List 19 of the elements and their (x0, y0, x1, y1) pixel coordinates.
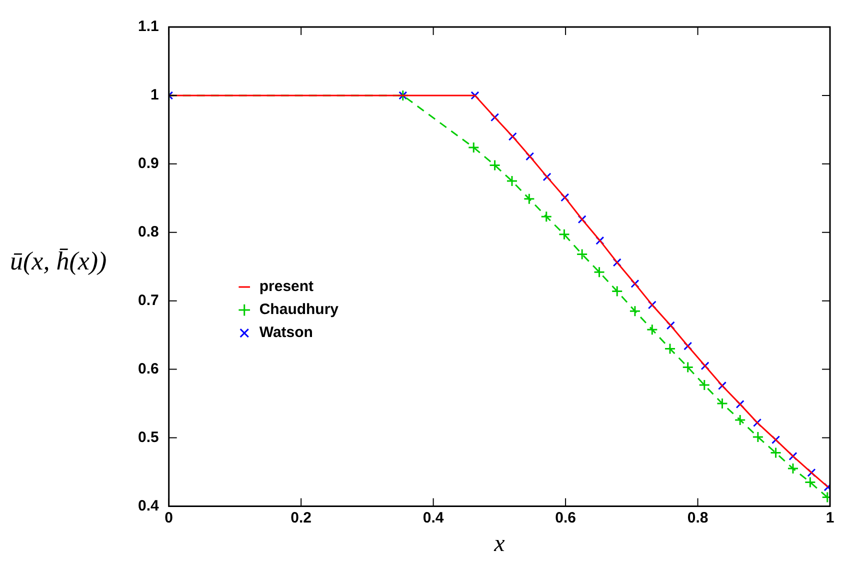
x-tick-label: 0.4 (422, 509, 444, 526)
x-tick-label: 0.6 (555, 509, 576, 526)
x-tick-label: 1 (826, 509, 834, 526)
y-tick-label: 0.9 (138, 155, 159, 172)
y-axis-title: ū(x, h̄(x)) (10, 246, 107, 276)
x-tick-label: 0 (164, 509, 174, 526)
legend-label: Chaudhury (259, 301, 340, 318)
y-tick-label: 1.1 (138, 18, 159, 36)
legend-label: Watson (259, 324, 313, 342)
x-tick-label: 0.8 (687, 509, 708, 526)
y-tick-label: 0.6 (138, 360, 159, 378)
y-tick-label: 0.8 (138, 224, 159, 241)
legend-label: present (259, 278, 314, 296)
y-tick-label: 0.7 (138, 292, 159, 309)
y-tick-label: 0.5 (138, 428, 159, 446)
x-axis-title: x (493, 530, 506, 557)
y-tick-label: 1 (150, 86, 159, 104)
y-tick-label: 0.4 (138, 497, 160, 514)
x-tick-label: 0.2 (290, 509, 312, 526)
